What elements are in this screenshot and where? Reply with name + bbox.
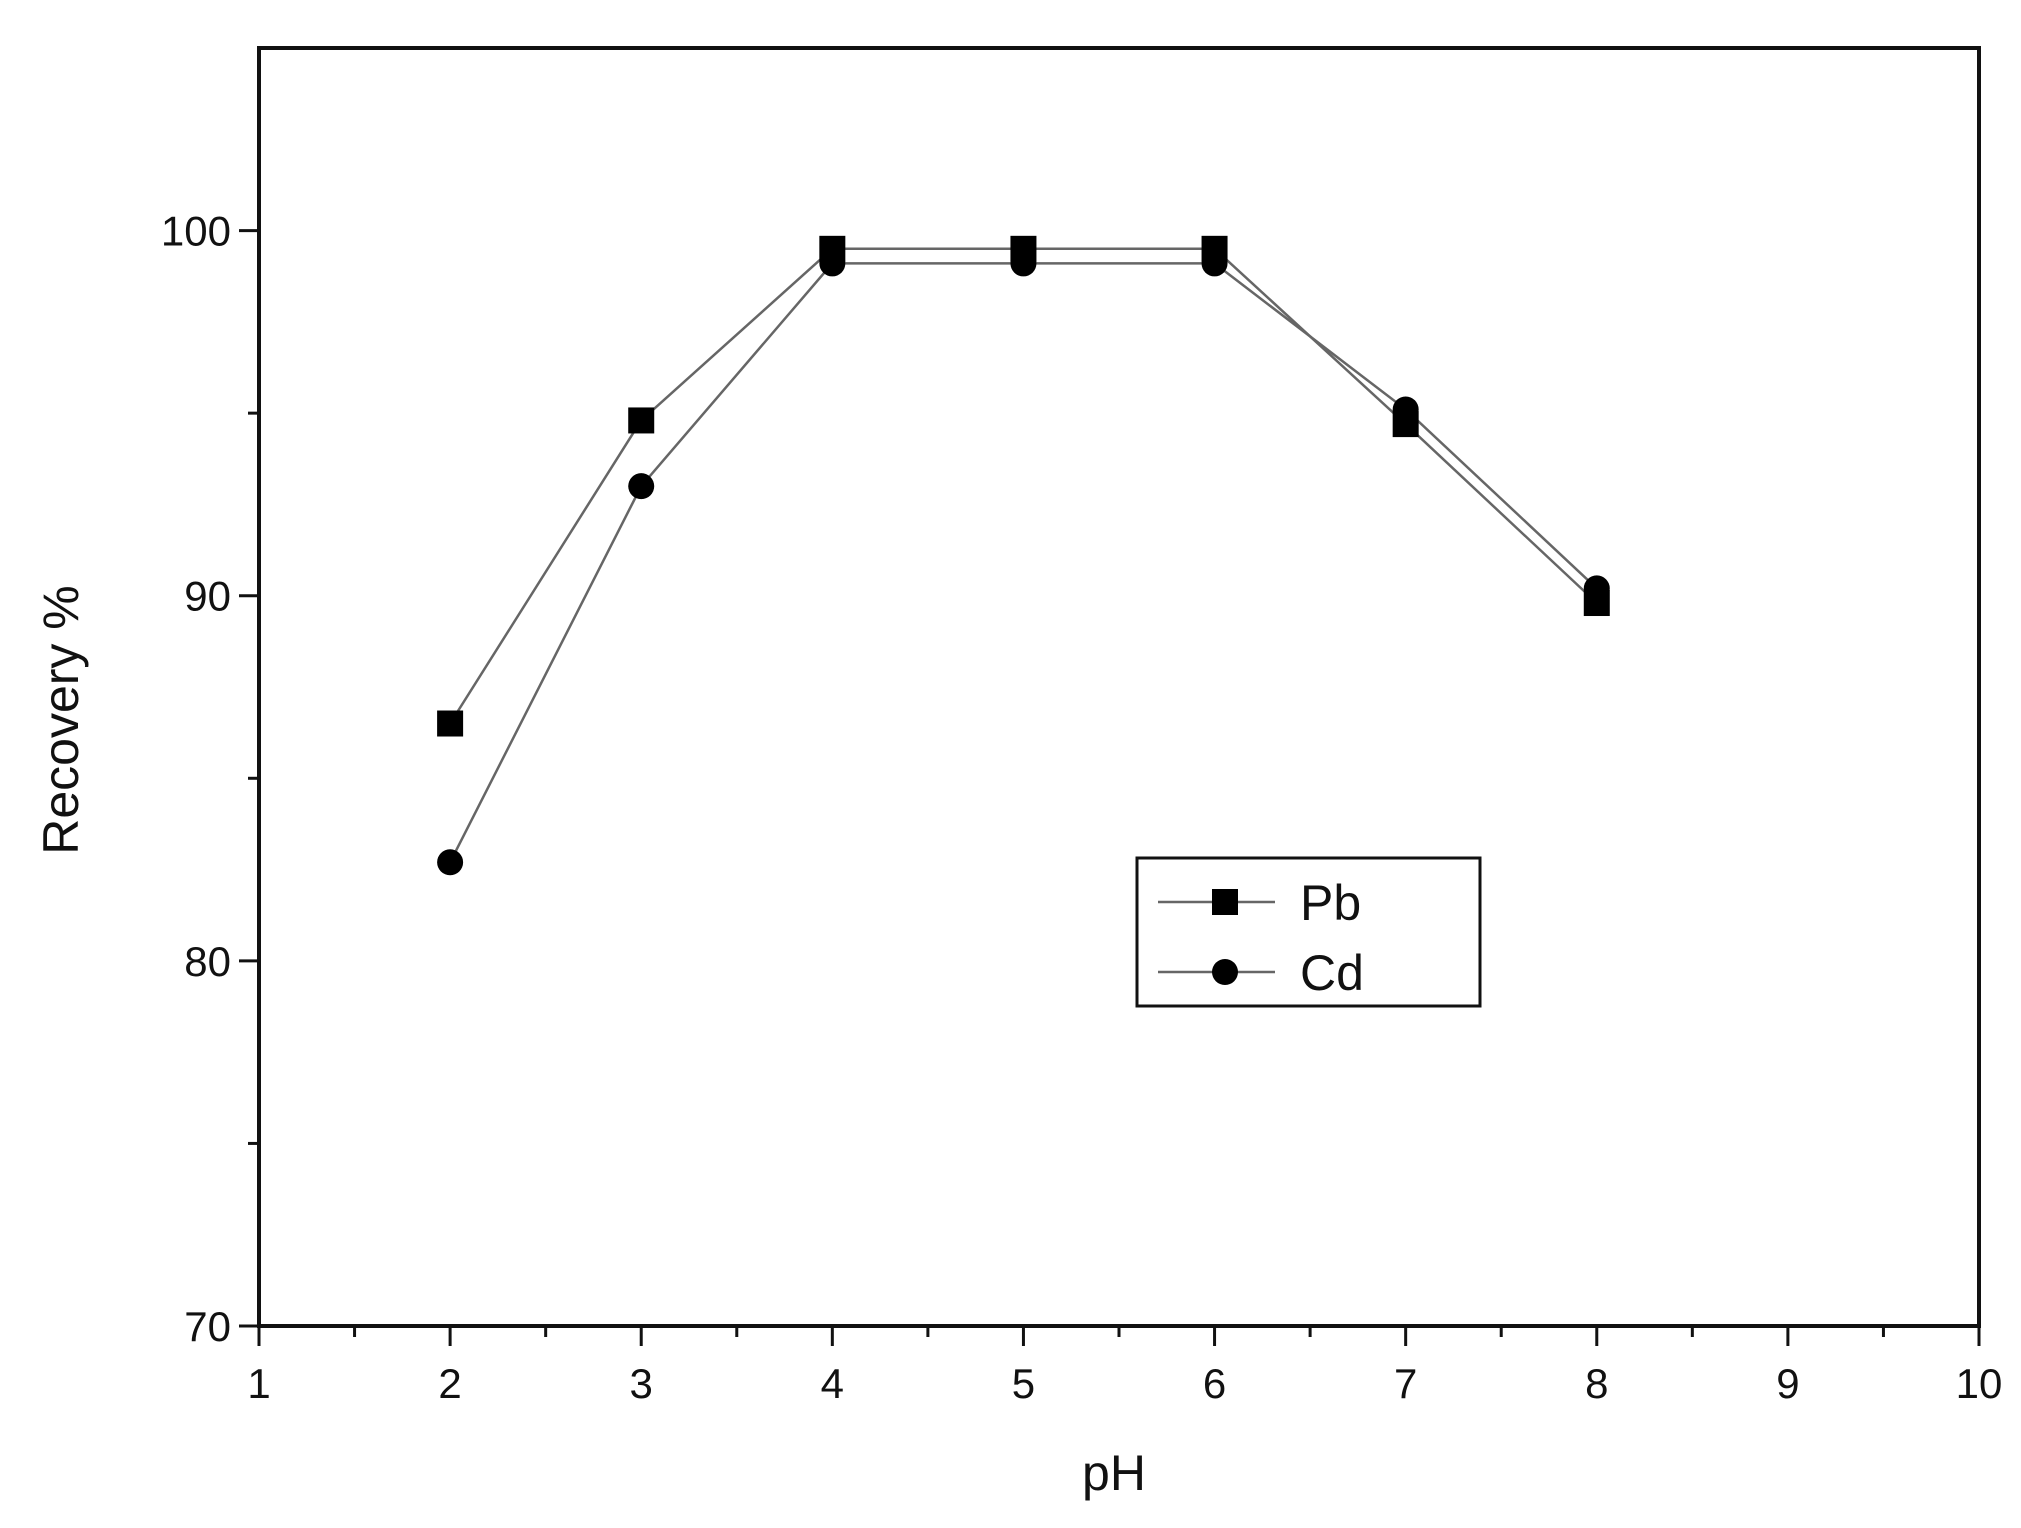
y-tick-label: 100 [161,208,231,255]
x-tick-label: 2 [438,1360,461,1407]
data-point-cd [1392,396,1419,423]
y-axis-title: Recovery % [33,585,89,855]
legend-label-cd: Cd [1300,945,1364,1001]
x-tick-label: 4 [821,1360,844,1407]
legend-box [1135,856,1482,1008]
legend-marker-cd [1212,959,1238,985]
x-tick-label: 3 [630,1360,653,1407]
series-line-cd [448,262,1598,863]
x-tick-label: 5 [1012,1360,1035,1407]
plot-frame [257,46,1981,1328]
x-tick-label: 7 [1394,1360,1417,1407]
data-point-cd [1583,575,1610,602]
axis-ticks [239,229,1981,1346]
data-point-cd [819,250,846,277]
data-point-cd [628,473,655,500]
y-tick-label: 90 [184,573,231,620]
axis-tick-labels: 1 2 3 4 5 6 7 8 9 10 70 80 90 100 [161,208,2002,1407]
x-tick-label: 10 [1956,1360,2003,1407]
legend-label-pb: Pb [1300,875,1361,931]
series-lines [448,247,1598,863]
x-axis-title: pH [1082,1445,1146,1501]
legend: Pb Cd [1135,856,1482,1008]
y-tick-label: 80 [184,938,231,985]
data-point-cd [1010,250,1037,277]
series-line-pb [449,247,1598,725]
legend-marker-pb [1212,889,1238,915]
x-tick-label: 9 [1776,1360,1799,1407]
series-markers [437,235,1610,876]
data-point-pb [437,710,464,737]
data-point-cd [1201,250,1228,277]
y-tick-label: 70 [184,1303,231,1350]
data-point-cd [437,849,464,876]
x-tick-label: 1 [247,1360,270,1407]
x-tick-label: 8 [1585,1360,1608,1407]
x-tick-label: 6 [1203,1360,1226,1407]
data-point-pb [628,407,655,434]
